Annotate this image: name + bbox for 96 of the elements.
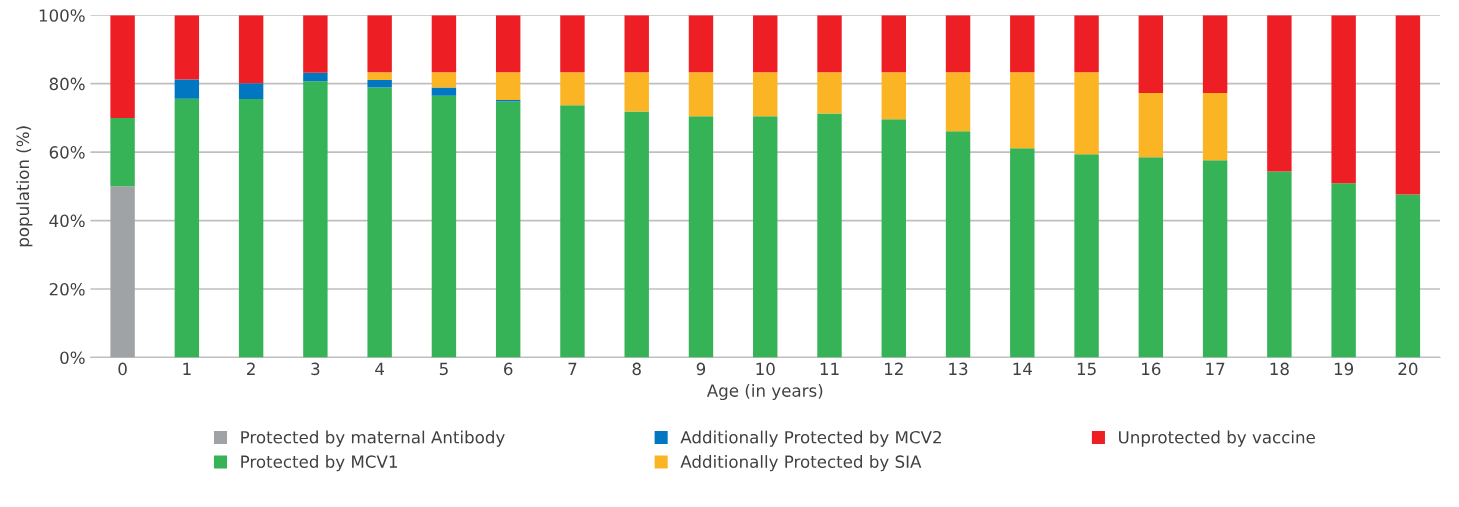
y-tick-label: 40%	[49, 214, 85, 228]
y-tick-label: 60%	[49, 146, 85, 159]
y-tick-label: 80%	[49, 77, 85, 91]
bar	[303, 72, 328, 82]
x-tick-label: 5	[439, 362, 448, 376]
bar	[624, 15, 649, 73]
bar	[174, 98, 200, 358]
bar	[367, 79, 392, 88]
bar	[495, 15, 521, 73]
bar	[431, 95, 457, 358]
bar	[624, 111, 649, 358]
bar	[367, 72, 392, 80]
bar	[1395, 15, 1421, 195]
bar	[1074, 154, 1099, 358]
x-tick-label: 2	[247, 362, 255, 375]
bar	[1202, 92, 1228, 161]
y-axis-title: population (%)	[16, 126, 33, 247]
bar	[1202, 15, 1228, 93]
legend-label: Additionally Protected by SIA	[680, 455, 922, 472]
legend-label: Protected by maternal Antibody	[241, 430, 505, 447]
bar	[1331, 15, 1356, 184]
bar	[1074, 15, 1099, 73]
bar	[238, 83, 264, 100]
bar	[110, 186, 135, 358]
bar	[945, 15, 971, 73]
legend-label: Unprotected by vaccine	[1119, 430, 1315, 447]
bar	[1074, 72, 1099, 155]
bar	[624, 72, 649, 112]
bar	[174, 15, 200, 80]
bar	[881, 72, 906, 120]
bar	[945, 131, 971, 358]
bar	[1267, 15, 1292, 172]
bar	[1138, 15, 1164, 93]
bar	[110, 15, 135, 118]
bar	[753, 116, 778, 358]
x-tick-label: 13	[949, 362, 968, 376]
bar	[1010, 72, 1035, 149]
x-tick-label: 4	[375, 362, 385, 375]
x-tick-label: 16	[1142, 362, 1161, 376]
bar	[817, 15, 842, 73]
bar	[753, 15, 778, 73]
bar	[1395, 194, 1421, 358]
bar	[238, 99, 264, 358]
bar	[1202, 160, 1228, 358]
bar	[881, 119, 906, 358]
bar	[1331, 183, 1356, 358]
x-tick-label: 18	[1270, 362, 1289, 376]
bar	[431, 72, 457, 88]
bar	[1138, 157, 1164, 358]
y-tick-label: 100%	[39, 9, 85, 22]
bar	[367, 87, 392, 358]
bar	[1267, 171, 1292, 358]
bar	[367, 15, 392, 73]
x-tick-label: 12	[885, 362, 903, 375]
x-tick-label: 15	[1077, 362, 1096, 376]
bar	[495, 72, 521, 101]
bar	[238, 15, 264, 84]
bar	[817, 72, 842, 114]
x-tick-label: 0	[118, 362, 127, 376]
x-tick-label: 19	[1334, 362, 1354, 376]
bar	[174, 79, 200, 99]
bar	[303, 15, 328, 73]
bar	[560, 15, 585, 73]
bar	[688, 116, 714, 358]
x-tick-label: 10	[756, 362, 775, 376]
y-tick-label: 0%	[60, 351, 85, 364]
x-tick-label: 8	[632, 362, 641, 376]
x-tick-label: 1	[183, 362, 191, 375]
x-tick-label: 7	[568, 362, 577, 375]
bar	[753, 72, 778, 117]
bar	[431, 87, 457, 96]
x-tick-label: 11	[820, 362, 839, 375]
x-tick-label: 3	[311, 362, 320, 376]
x-tick-label: 6	[504, 362, 513, 376]
bar	[303, 81, 328, 358]
bar	[881, 15, 906, 73]
bar	[560, 105, 585, 358]
x-tick-label: 9	[696, 362, 706, 376]
y-tick-label: 20%	[49, 282, 85, 296]
bar	[1010, 148, 1035, 358]
x-tick-label: 20	[1398, 362, 1418, 376]
bar	[110, 117, 135, 187]
bar	[688, 72, 714, 117]
legend-label: Additionally Protected by MCV2	[680, 430, 941, 447]
bar	[817, 113, 842, 358]
legend-label: Protected by MCV1	[241, 455, 397, 472]
bar	[1010, 15, 1035, 73]
bar	[945, 72, 971, 132]
bar	[688, 15, 714, 73]
x-tick-label: 17	[1206, 362, 1225, 375]
bar	[1138, 92, 1164, 158]
bar	[495, 101, 521, 358]
bar	[431, 15, 457, 73]
bar	[560, 72, 585, 106]
x-axis-title: Age (in years)	[706, 383, 823, 401]
x-tick-label: 14	[1013, 362, 1032, 375]
